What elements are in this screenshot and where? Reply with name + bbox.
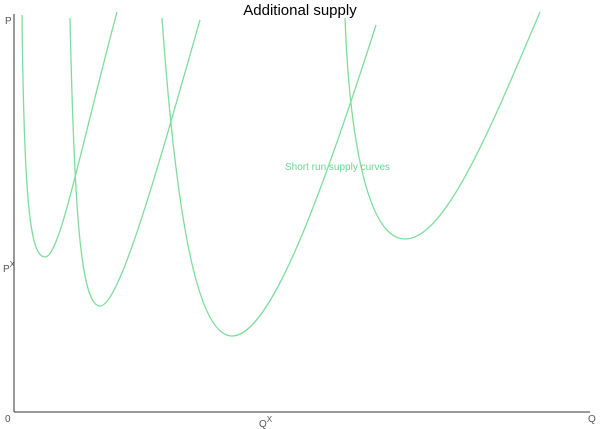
title: Additional supply bbox=[243, 2, 357, 19]
supply-curve bbox=[69, 17, 201, 307]
supply-curve bbox=[21, 11, 118, 258]
origin-label: 0 bbox=[5, 414, 11, 425]
y-axis-label: P bbox=[5, 16, 12, 27]
quantity-mark: QX bbox=[259, 415, 273, 429]
supply-curve bbox=[344, 11, 541, 240]
supply-curve bbox=[161, 17, 377, 337]
quantity-mark-base: Q bbox=[259, 419, 267, 429]
x-axis-label: Q bbox=[588, 414, 596, 425]
price-mark: PX bbox=[3, 260, 16, 275]
annotation: Short run supply curves bbox=[285, 162, 390, 173]
price-mark-sup: X bbox=[10, 260, 16, 269]
price-mark-base: P bbox=[3, 264, 10, 275]
quantity-mark-sup: X bbox=[267, 415, 273, 424]
